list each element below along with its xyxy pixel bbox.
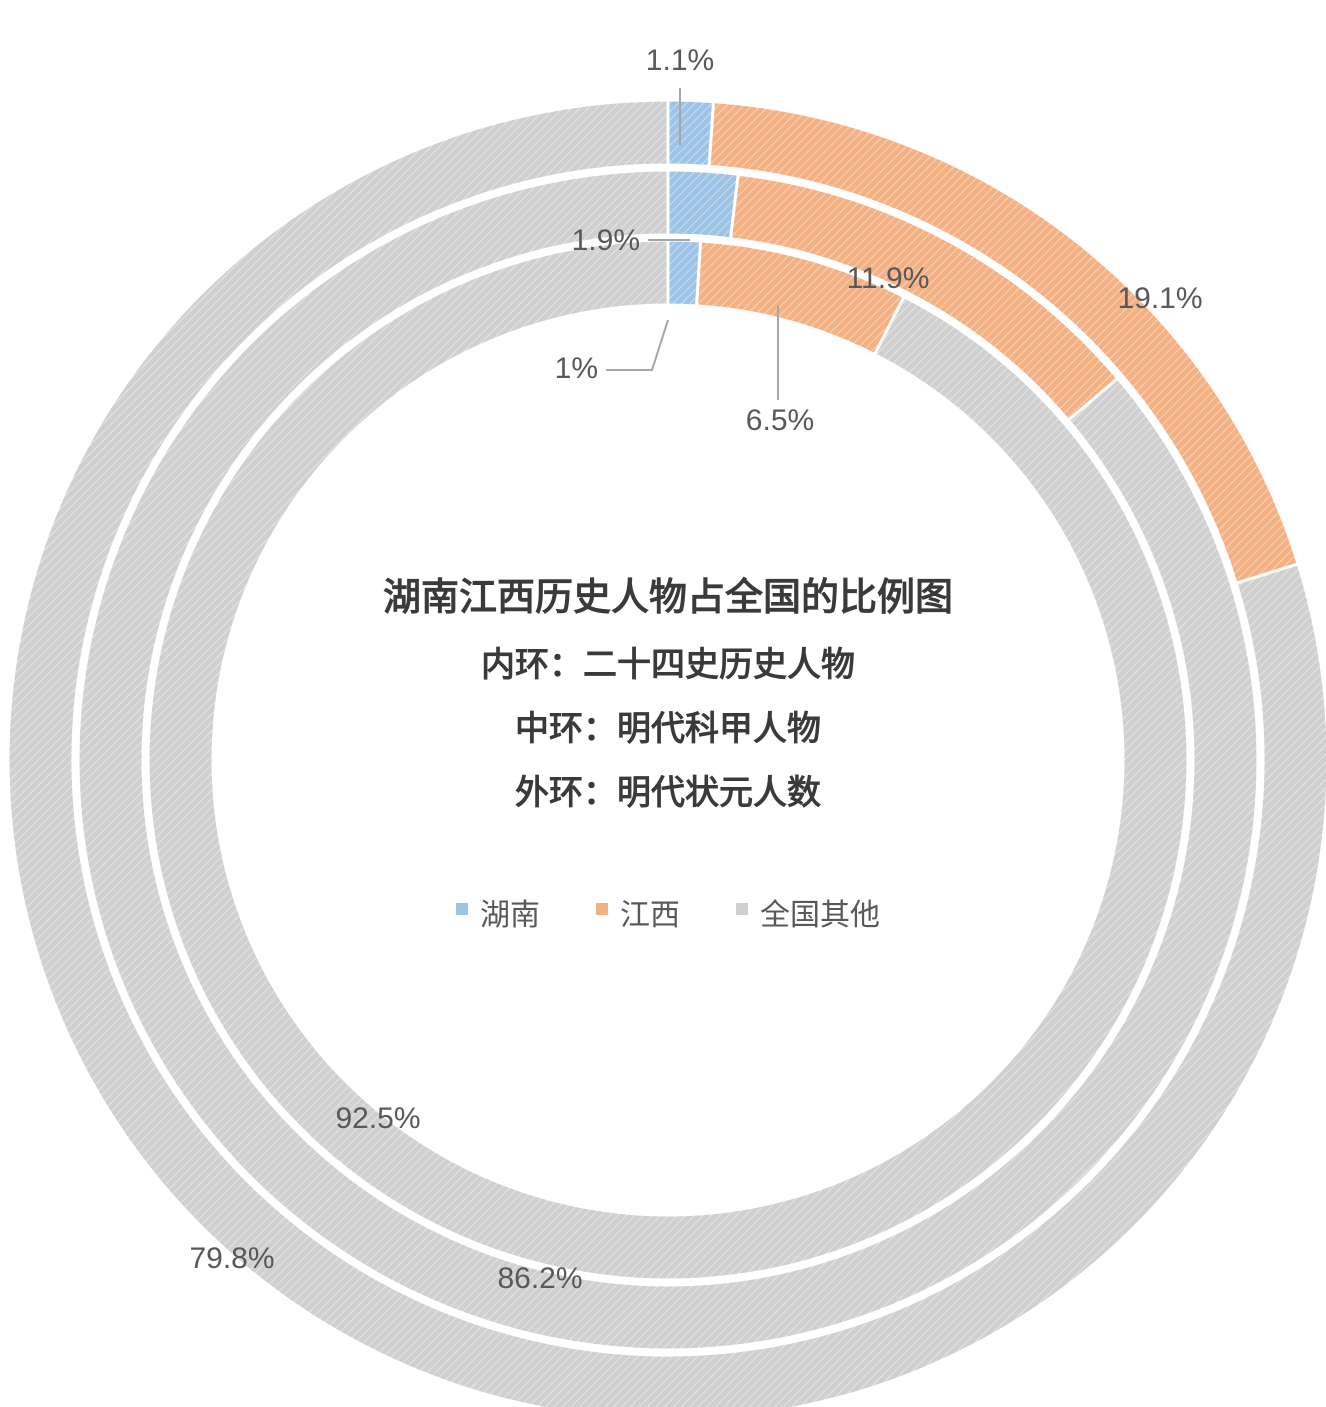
middle-ring-label-other: 86.2% [497, 1262, 582, 1295]
chart-subtitle-inner: 内环：二十四史历史人物 [481, 645, 855, 685]
outer-ring-hatch-jiangxi [709, 101, 1299, 584]
outer-ring-label-jiangxi: 19.1% [1117, 282, 1202, 315]
legend-label-jiangxi: 江西 [620, 898, 680, 933]
inner-ring-leader-hunan [606, 319, 669, 371]
outer-ring-hatch-hunan [668, 100, 714, 167]
chart-subtitle-outer: 外环：明代状元人数 [515, 773, 821, 813]
inner-ring-hatch-hunan [668, 240, 701, 306]
middle-ring-label-hunan: 1.9% [572, 224, 640, 257]
middle-ring-hatch-hunan [668, 170, 739, 239]
middle-ring-hatch-jiangxi [730, 174, 1118, 421]
outer-ring-label-other: 79.8% [189, 1242, 274, 1275]
inner-ring-label-other: 92.5% [335, 1102, 420, 1135]
chart-title: 湖南江西历史人物占全国的比例图 [383, 574, 953, 619]
inner-ring-label-hunan: 1% [555, 352, 598, 385]
legend-swatch-hunan [456, 903, 468, 915]
legend-swatch-jiangxi [596, 903, 608, 915]
legend-label-other: 全国其他 [760, 898, 880, 933]
inner-ring-hatch-jiangxi [696, 241, 905, 355]
chart-title-block: 湖南江西历史人物占全国的比例图 内环：二十四史历史人物 中环：明代科甲人物 外环… [383, 574, 953, 813]
legend: 湖南 江西 全国其他 [456, 898, 880, 933]
data-labels-layer: 1% 6.5% 92.5% 1.9% 11.9% 86.2% 1.1% 19.1% 79.8% [189, 44, 1202, 1295]
middle-ring-label-jiangxi: 11.9% [847, 262, 930, 295]
outer-ring-label-hunan: 1.1% [646, 44, 714, 77]
inner-ring-label-jiangxi: 6.5% [746, 404, 814, 437]
leader-lines-layer [606, 88, 779, 400]
legend-swatch-other [736, 903, 748, 915]
chart-subtitle-middle: 中环：明代科甲人物 [515, 709, 821, 749]
legend-label-hunan: 湖南 [480, 898, 540, 933]
inner-ring-hatch-other [147, 240, 1188, 1280]
